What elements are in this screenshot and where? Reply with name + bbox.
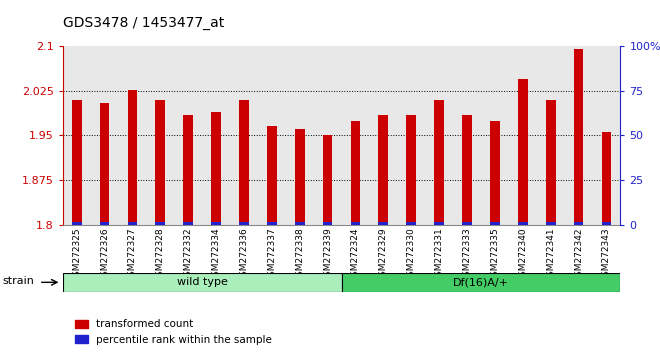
Bar [100,222,110,225]
Text: strain: strain [3,276,34,286]
Bar [239,222,249,225]
Bar [127,90,137,222]
Bar [295,222,305,225]
Bar [518,79,528,222]
Bar [63,273,342,292]
Bar [407,115,416,222]
Bar [72,222,82,225]
Bar [350,120,360,222]
Bar [267,222,277,225]
Legend: transformed count, percentile rank within the sample: transformed count, percentile rank withi… [71,315,277,349]
Bar [518,222,528,225]
Bar [267,126,277,222]
Bar [490,222,500,225]
Bar [546,100,556,222]
Bar [342,273,620,292]
Bar [183,115,193,222]
Bar [239,100,249,222]
Bar [601,132,611,222]
Bar [323,136,333,222]
Bar [574,49,583,222]
Text: Df(16)A/+: Df(16)A/+ [453,277,509,287]
Bar [155,222,165,225]
Text: wild type: wild type [177,277,228,287]
Bar [378,115,388,222]
Bar [574,222,583,225]
Bar [546,222,556,225]
Bar [407,222,416,225]
Bar [462,115,472,222]
Bar [462,222,472,225]
Bar [155,100,165,222]
Bar [490,120,500,222]
Bar [211,112,221,222]
Bar [127,222,137,225]
Bar [100,103,110,222]
Bar [434,100,444,222]
Bar [601,222,611,225]
Bar [350,222,360,225]
Bar [434,222,444,225]
Bar [183,222,193,225]
Bar [295,130,305,222]
Bar [211,222,221,225]
Bar [323,222,333,225]
Text: GDS3478 / 1453477_at: GDS3478 / 1453477_at [63,16,224,30]
Bar [72,100,82,222]
Bar [378,222,388,225]
